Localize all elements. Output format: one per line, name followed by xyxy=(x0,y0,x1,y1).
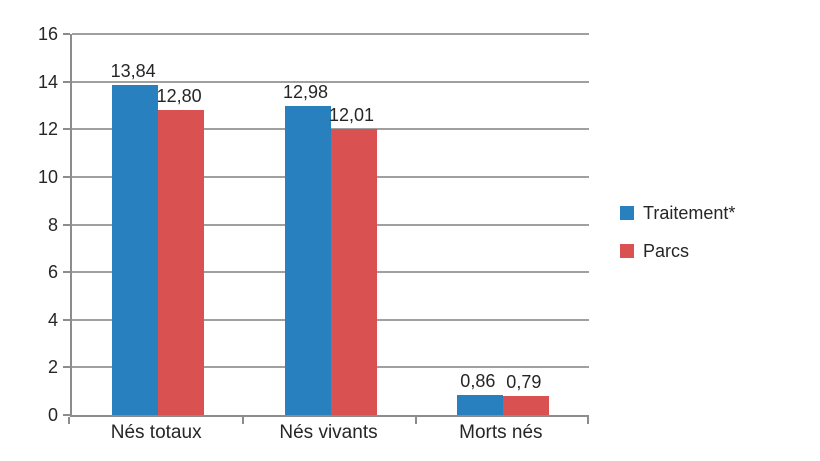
data-label-Parcs-1: 12,01 xyxy=(328,105,375,125)
y-tick-label-6: 6 xyxy=(47,262,58,283)
bar-Traitement-1 xyxy=(284,105,331,415)
y-tick-label-0: 0 xyxy=(47,405,58,425)
y-tick-mark-14 xyxy=(63,80,70,83)
y-tick-label-8: 8 xyxy=(47,214,58,235)
legend: Traitement* Parcs xyxy=(620,202,735,262)
gridline-14 xyxy=(72,80,589,83)
gridline-16 xyxy=(72,33,589,35)
bar-Parcs-2 xyxy=(502,396,549,415)
legend-label-traitement: Traitement* xyxy=(643,203,736,223)
data-label-Traitement-1: 12,98 xyxy=(282,81,329,102)
y-tick-mark-12 xyxy=(63,128,70,131)
data-label-Traitement-0: 13,84 xyxy=(110,61,156,82)
plot-area xyxy=(70,33,589,417)
legend-item-parcs: Parcs xyxy=(620,240,735,262)
legend-swatch-parcs xyxy=(620,244,634,258)
category-label-0: Nés totaux xyxy=(110,422,202,443)
y-tick-mark-6 xyxy=(63,271,70,274)
x-tick-mark-3 xyxy=(587,417,589,424)
y-tick-mark-4 xyxy=(63,318,70,321)
y-tick-label-16: 16 xyxy=(37,24,58,44)
y-tick-label-14: 14 xyxy=(37,71,58,92)
category-label-2: Morts nés xyxy=(459,422,543,443)
bar-Traitement-0 xyxy=(112,85,159,415)
x-tick-mark-2 xyxy=(414,417,417,424)
data-label-Parcs-2: 0,79 xyxy=(506,372,542,393)
y-tick-mark-0 xyxy=(63,414,70,416)
category-label-1: Nés vivants xyxy=(279,422,378,443)
y-tick-mark-2 xyxy=(63,366,70,369)
y-tick-mark-8 xyxy=(63,223,70,226)
bar-Traitement-2 xyxy=(456,394,503,415)
data-label-Traitement-2: 0,86 xyxy=(460,370,496,391)
y-tick-label-4: 4 xyxy=(47,309,58,330)
y-tick-mark-10 xyxy=(63,175,70,178)
data-label-Parcs-0: 12,80 xyxy=(156,86,202,107)
x-tick-mark-1 xyxy=(242,417,245,424)
legend-label-parcs: Parcs xyxy=(643,241,690,261)
legend-swatch-traitement xyxy=(620,206,634,220)
bar-Parcs-0 xyxy=(158,110,205,415)
y-tick-label-12: 12 xyxy=(37,119,58,140)
x-tick-mark-0 xyxy=(68,417,70,424)
y-tick-label-10: 10 xyxy=(37,166,58,187)
bar-Parcs-1 xyxy=(330,129,377,415)
y-tick-mark-16 xyxy=(63,33,70,35)
legend-item-traitement: Traitement* xyxy=(620,202,735,224)
y-tick-label-2: 2 xyxy=(47,357,58,378)
